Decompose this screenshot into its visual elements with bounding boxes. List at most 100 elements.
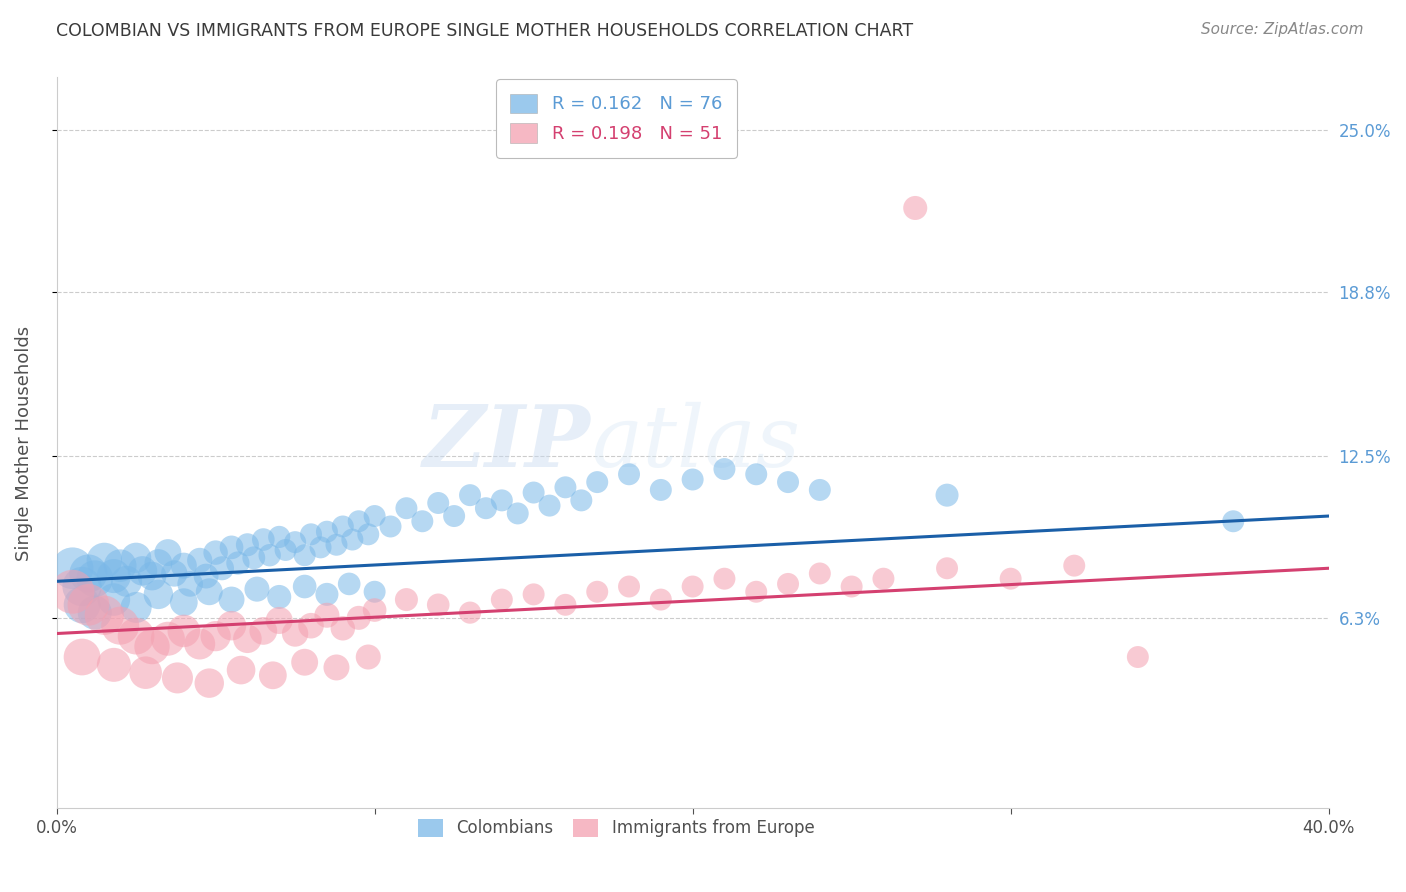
Point xyxy=(221,541,243,555)
Point xyxy=(269,614,291,628)
Point xyxy=(586,584,609,599)
Point xyxy=(682,580,704,594)
Point xyxy=(211,561,233,575)
Point xyxy=(269,590,291,604)
Point xyxy=(332,621,354,635)
Point xyxy=(395,592,418,607)
Point xyxy=(148,556,170,570)
Point xyxy=(316,608,339,623)
Point xyxy=(936,561,959,575)
Point xyxy=(93,553,115,567)
Point xyxy=(617,467,640,482)
Point xyxy=(776,475,799,489)
Point xyxy=(173,558,195,573)
Point xyxy=(1063,558,1085,573)
Point xyxy=(713,462,735,476)
Point xyxy=(475,501,498,516)
Point xyxy=(163,566,186,581)
Point xyxy=(204,629,226,643)
Point xyxy=(682,473,704,487)
Point xyxy=(1222,514,1244,528)
Point xyxy=(427,496,450,510)
Point xyxy=(506,507,529,521)
Point xyxy=(141,640,163,654)
Point xyxy=(316,524,339,539)
Point xyxy=(491,493,513,508)
Text: Source: ZipAtlas.com: Source: ZipAtlas.com xyxy=(1201,22,1364,37)
Point xyxy=(363,603,385,617)
Point xyxy=(198,584,221,599)
Point xyxy=(808,483,831,497)
Point xyxy=(166,671,188,685)
Point xyxy=(294,548,316,562)
Point xyxy=(523,485,546,500)
Point xyxy=(103,569,125,583)
Point xyxy=(841,580,863,594)
Point xyxy=(179,577,201,591)
Point xyxy=(617,580,640,594)
Y-axis label: Single Mother Households: Single Mother Households xyxy=(15,326,32,560)
Point xyxy=(156,545,179,559)
Text: atlas: atlas xyxy=(591,401,800,484)
Point xyxy=(188,637,211,651)
Point xyxy=(221,618,243,632)
Point xyxy=(226,556,249,570)
Point xyxy=(357,527,380,541)
Point xyxy=(110,558,132,573)
Point xyxy=(713,572,735,586)
Point xyxy=(83,606,105,620)
Point xyxy=(569,493,592,508)
Point xyxy=(284,535,307,549)
Point xyxy=(904,201,927,215)
Point xyxy=(357,650,380,665)
Point xyxy=(173,624,195,638)
Point xyxy=(395,501,418,516)
Point xyxy=(125,550,148,565)
Point xyxy=(125,600,148,615)
Point xyxy=(1126,650,1149,665)
Point xyxy=(325,660,347,674)
Point xyxy=(554,598,576,612)
Point xyxy=(83,572,105,586)
Point xyxy=(141,569,163,583)
Point xyxy=(554,480,576,494)
Point xyxy=(93,608,115,623)
Point xyxy=(443,509,465,524)
Point xyxy=(491,592,513,607)
Point xyxy=(236,632,259,646)
Point xyxy=(347,514,370,528)
Point xyxy=(70,580,93,594)
Point xyxy=(70,598,93,612)
Point xyxy=(650,483,672,497)
Point xyxy=(103,592,125,607)
Point xyxy=(380,519,402,533)
Point xyxy=(294,580,316,594)
Point xyxy=(125,629,148,643)
Point xyxy=(148,587,170,601)
Point xyxy=(62,561,84,575)
Point xyxy=(77,598,100,612)
Point xyxy=(808,566,831,581)
Point xyxy=(745,467,768,482)
Point xyxy=(242,550,264,565)
Point xyxy=(538,499,561,513)
Point xyxy=(427,598,450,612)
Point xyxy=(325,538,347,552)
Point xyxy=(363,509,385,524)
Point xyxy=(262,668,284,682)
Point xyxy=(110,618,132,632)
Point xyxy=(776,577,799,591)
Point xyxy=(458,488,481,502)
Text: ZIP: ZIP xyxy=(423,401,591,484)
Point xyxy=(523,587,546,601)
Point xyxy=(458,606,481,620)
Point xyxy=(77,566,100,581)
Point xyxy=(332,519,354,533)
Text: COLOMBIAN VS IMMIGRANTS FROM EUROPE SINGLE MOTHER HOUSEHOLDS CORRELATION CHART: COLOMBIAN VS IMMIGRANTS FROM EUROPE SING… xyxy=(56,22,914,40)
Point xyxy=(252,533,274,547)
Point xyxy=(229,663,252,677)
Point xyxy=(342,533,364,547)
Point xyxy=(745,584,768,599)
Point xyxy=(173,595,195,609)
Point xyxy=(259,548,281,562)
